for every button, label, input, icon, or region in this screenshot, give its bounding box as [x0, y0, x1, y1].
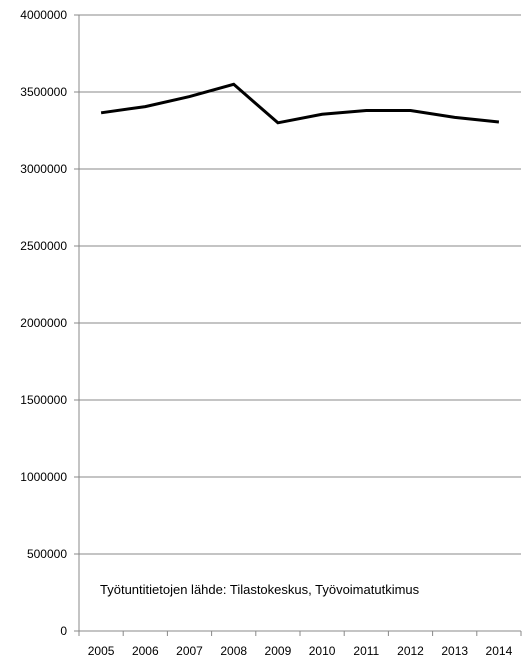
x-tick-label: 2006: [132, 644, 159, 658]
y-tick-label: 0: [60, 624, 67, 638]
y-tick-labels: 0 500000 1000000 1500000 2000000 2500000 30000…: [20, 8, 67, 638]
series-line: [100, 82, 500, 125]
y-tick-label: 4000000: [20, 8, 67, 22]
x-tick-label: 2012: [397, 644, 424, 658]
x-tick-label: 2014: [486, 644, 513, 658]
x-tick-label: 2009: [265, 644, 292, 658]
x-tick-label: 2005: [88, 644, 115, 658]
x-tick-labels: 2005 2006 2007 2008 2009 2010 2011 2012 2013 2014: [88, 644, 513, 658]
axes: [78, 15, 521, 632]
y-tick-label: 1500000: [20, 393, 67, 407]
y-tick-label: 3500000: [20, 85, 67, 99]
x-tick-label: 2007: [176, 644, 203, 658]
x-tick-label: 2013: [441, 644, 468, 658]
source-annotation: Työtuntitietojen lähde: Tilastokeskus, T…: [100, 582, 420, 597]
x-tick-label: 2008: [220, 644, 247, 658]
y-tick-label: 1000000: [20, 470, 67, 484]
y-tick-label: 500000: [27, 547, 67, 561]
x-tick-label: 2011: [353, 644, 379, 658]
x-tick-label: 2010: [309, 644, 336, 658]
y-tick-label: 2000000: [20, 316, 67, 330]
y-tick-label: 2500000: [20, 239, 67, 253]
gridlines: [74, 14, 522, 636]
y-tick-label: 3000000: [20, 162, 67, 176]
